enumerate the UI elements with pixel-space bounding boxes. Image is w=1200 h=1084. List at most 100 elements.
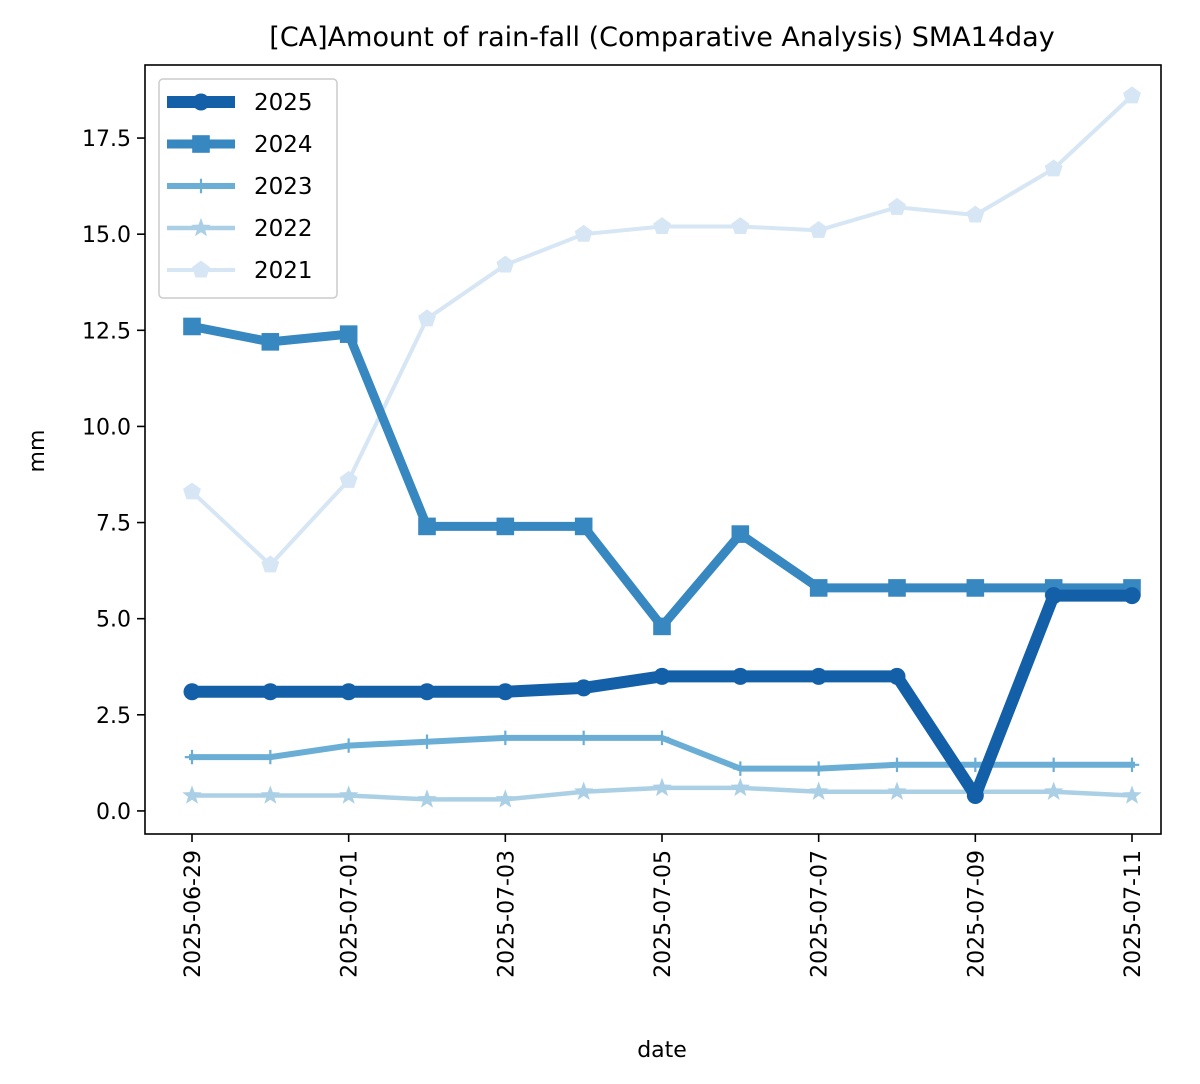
data-point <box>341 738 356 753</box>
data-point <box>183 482 201 500</box>
data-point <box>576 730 591 746</box>
data-point <box>338 785 359 804</box>
series-2021 <box>183 86 1141 573</box>
legend-item-2021: 2021 <box>167 258 313 284</box>
data-point <box>811 761 826 776</box>
data-point <box>1122 785 1142 804</box>
legend-item-2022: 2022 <box>167 216 313 242</box>
data-point <box>260 785 281 804</box>
data-point <box>182 785 202 804</box>
series-2022 <box>182 777 1142 808</box>
x-tick-label: 2025-07-01 <box>338 850 363 978</box>
y-tick-label: 2.5 <box>96 704 131 729</box>
data-point <box>1123 86 1141 104</box>
data-point <box>731 667 749 685</box>
data-point <box>418 517 436 536</box>
data-point <box>496 517 515 536</box>
data-point <box>968 757 983 772</box>
data-point <box>339 470 358 488</box>
legend-label: 2021 <box>254 258 313 284</box>
legend-label: 2023 <box>254 174 313 200</box>
data-point <box>652 777 672 797</box>
series-2024 <box>183 317 1141 636</box>
x-tick-label: 2025-07-07 <box>808 850 833 978</box>
data-point <box>809 579 828 597</box>
data-point <box>183 683 201 701</box>
data-point <box>654 730 670 746</box>
data-point <box>888 579 906 597</box>
data-point <box>1124 757 1140 772</box>
data-point <box>653 667 671 685</box>
data-point <box>888 667 906 685</box>
data-point <box>888 197 906 215</box>
y-tick-label: 7.5 <box>96 512 131 537</box>
data-point <box>418 309 436 327</box>
data-point <box>340 683 358 701</box>
data-point <box>1123 587 1141 605</box>
data-point <box>653 617 671 636</box>
data-point <box>808 781 829 800</box>
data-point <box>730 777 751 797</box>
x-tick-label: 2025-07-09 <box>964 850 989 978</box>
data-point <box>966 205 985 223</box>
y-tick-label: 5.0 <box>96 608 131 633</box>
data-point <box>573 781 594 800</box>
x-tick-label: 2025-06-29 <box>181 850 206 978</box>
data-point <box>496 255 515 273</box>
legend-marker <box>192 260 210 278</box>
y-tick-label: 0.0 <box>96 800 131 825</box>
x-tick-label: 2025-07-11 <box>1121 850 1146 978</box>
data-point <box>731 217 750 235</box>
data-point <box>810 667 828 685</box>
legend-label: 2024 <box>254 132 313 158</box>
legend-label: 2025 <box>254 90 313 116</box>
legend-marker <box>192 93 210 111</box>
data-point <box>1046 757 1061 772</box>
y-axis-label: mm <box>25 430 50 473</box>
legend: 2025 2024 2023 2022 2021 <box>158 78 338 299</box>
data-point <box>184 749 200 765</box>
legend-item-2024: 2024 <box>167 132 313 158</box>
data-point <box>261 683 279 701</box>
data-point <box>498 730 513 746</box>
legend-box <box>158 78 338 299</box>
data-point <box>417 789 437 808</box>
plot-area <box>182 86 1142 808</box>
y-tick-label: 15.0 <box>82 223 131 248</box>
data-point <box>731 525 750 543</box>
legend-item-2025: 2025 <box>167 90 313 116</box>
data-point <box>809 220 828 238</box>
data-point <box>733 761 748 776</box>
series-line-2024 <box>186 321 1137 631</box>
chart-title: [CA]Amount of rain-fall (Comparative Ana… <box>269 22 1054 53</box>
data-point <box>1043 781 1064 800</box>
data-point <box>1044 159 1063 177</box>
x-axis: 2025-06-29 2025-07-01 2025-07-03 2025-07-05… <box>181 834 1146 978</box>
data-point <box>261 333 280 351</box>
y-axis: 0.0 2.5 5.0 7.5 10.0 12.5 15.0 17.5 <box>82 127 145 825</box>
y-tick-label: 12.5 <box>82 319 131 344</box>
data-point <box>1045 587 1063 605</box>
data-point <box>183 317 201 336</box>
data-point <box>966 579 985 597</box>
legend-item-2023: 2023 <box>167 174 313 200</box>
legend-marker <box>192 135 210 153</box>
data-point <box>889 757 905 772</box>
legend-marker <box>193 178 209 194</box>
data-point <box>263 749 278 765</box>
data-point <box>887 781 907 800</box>
y-tick-label: 17.5 <box>82 127 131 152</box>
data-point <box>261 555 280 573</box>
data-point <box>574 517 593 536</box>
data-point <box>496 683 514 701</box>
data-point <box>575 679 593 697</box>
series-2023 <box>184 730 1140 776</box>
data-point <box>653 217 671 235</box>
plot-frame <box>144 64 1162 835</box>
data-point <box>495 789 516 808</box>
data-point <box>418 683 436 701</box>
data-point <box>966 787 984 805</box>
legend-marker <box>191 217 211 237</box>
x-tick-label: 2025-07-05 <box>651 850 676 978</box>
